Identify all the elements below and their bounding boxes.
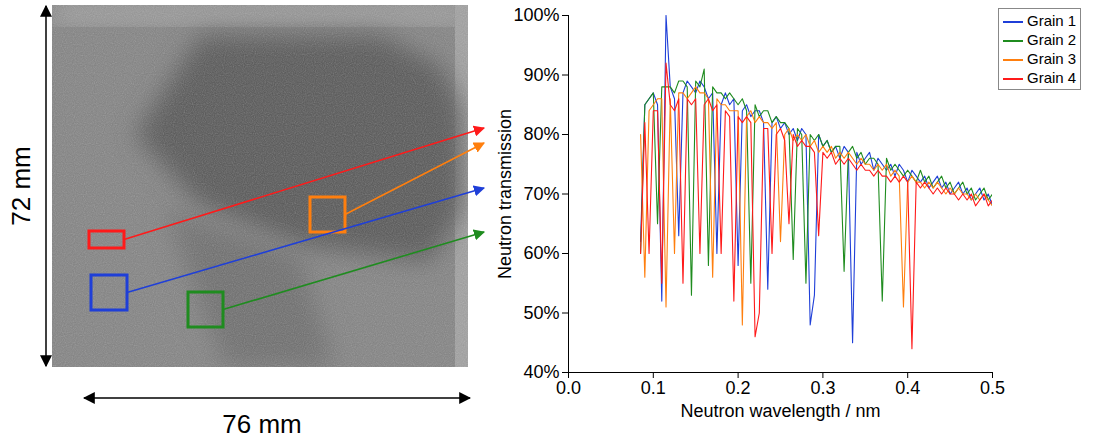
svg-text:0.4: 0.4: [895, 378, 920, 398]
svg-text:0.3: 0.3: [810, 378, 835, 398]
svg-text:50%: 50%: [523, 303, 559, 323]
svg-text:72 mm: 72 mm: [6, 146, 36, 225]
svg-text:70%: 70%: [523, 184, 559, 204]
svg-text:0.5: 0.5: [980, 378, 1005, 398]
html-text:Grain 2: Grain 2: [1027, 31, 1077, 48]
svg-text:90%: 90%: [523, 65, 559, 85]
svg-text:0.0: 0.0: [556, 378, 581, 398]
html-text:Grain 3: Grain 3: [1027, 50, 1077, 67]
svg-text:Neutron transmission: Neutron transmission: [495, 109, 515, 279]
html-text:Grain 1: Grain 1: [1027, 12, 1077, 29]
svg-text:100%: 100%: [513, 5, 559, 25]
svg-text:40%: 40%: [523, 362, 559, 382]
svg-text:Neutron wavelength / nm: Neutron wavelength / nm: [680, 401, 880, 421]
svg-text:0.1: 0.1: [641, 378, 666, 398]
svg-text:80%: 80%: [523, 124, 559, 144]
html-text:Grain 4: Grain 4: [1027, 69, 1077, 86]
svg-text:76 mm: 76 mm: [222, 409, 301, 439]
svg-text:0.2: 0.2: [726, 378, 751, 398]
svg-text:60%: 60%: [523, 243, 559, 263]
